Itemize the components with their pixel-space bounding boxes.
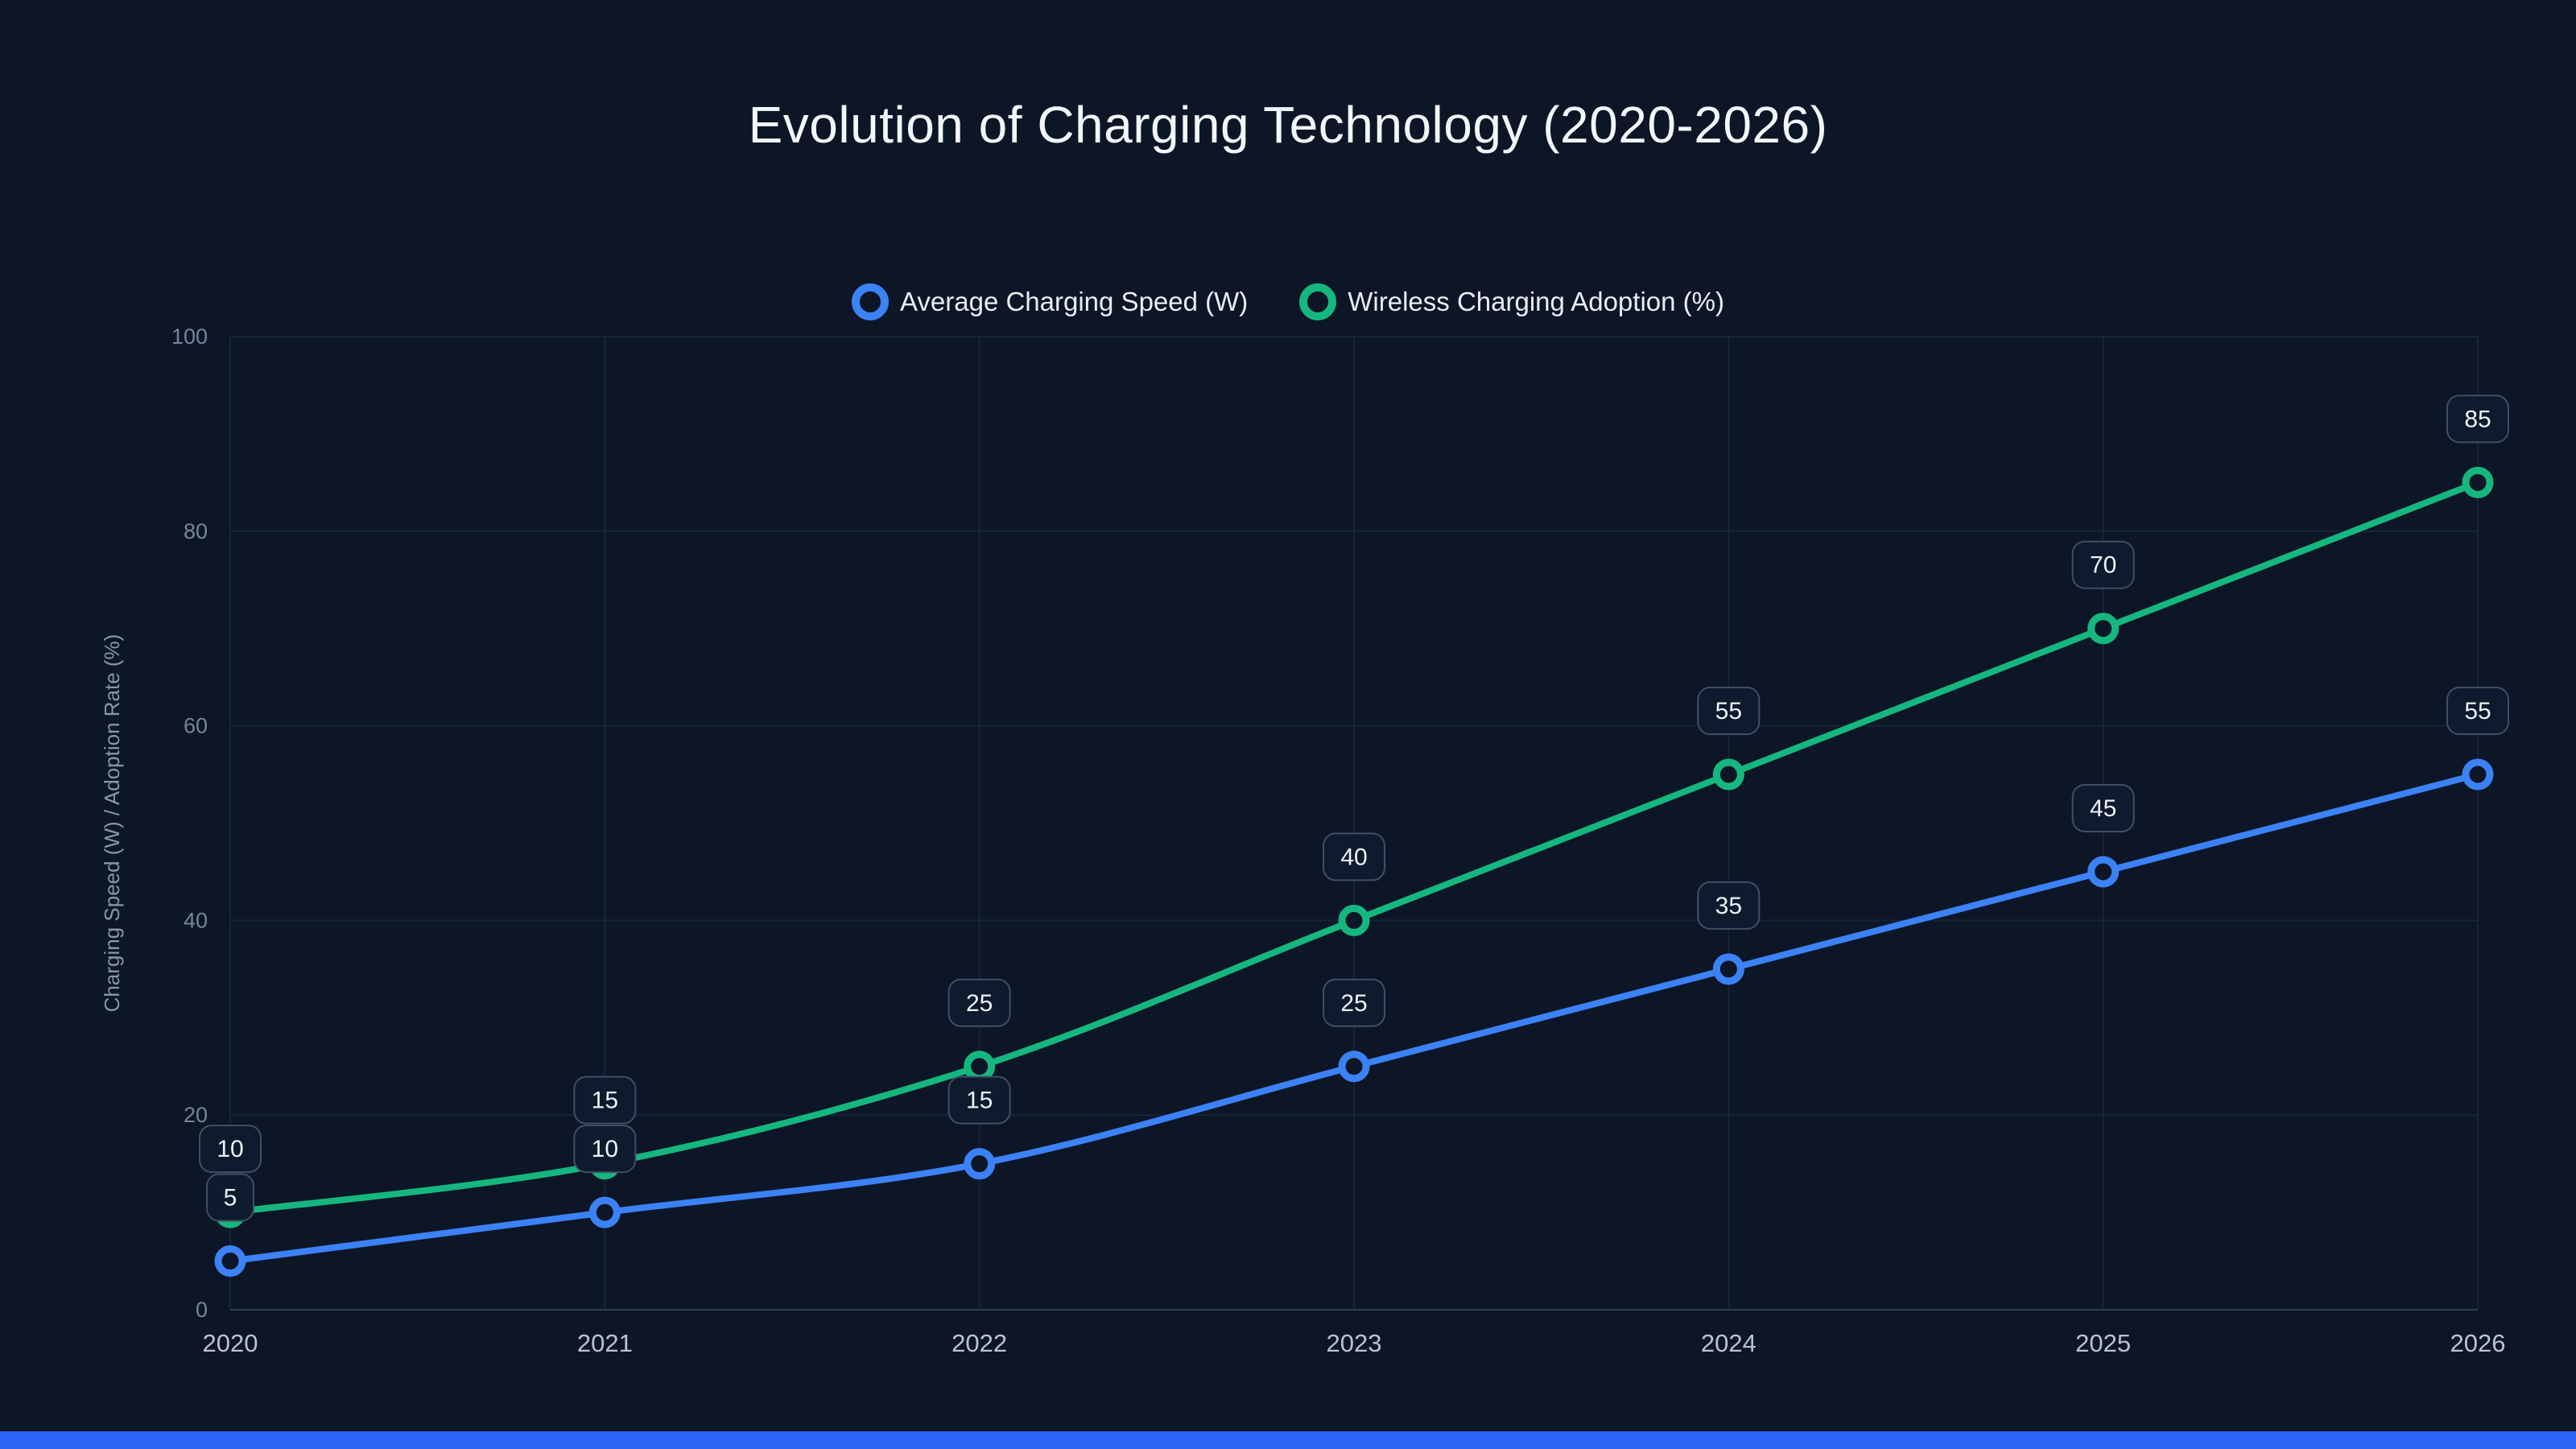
data-label-value: 55 bbox=[1715, 698, 1742, 724]
data-label-box bbox=[947, 1075, 1011, 1125]
data-label-box bbox=[2446, 394, 2509, 444]
y-tick-label: 40 bbox=[184, 908, 208, 932]
data-point[interactable] bbox=[964, 1148, 996, 1180]
x-tick-label: 2022 bbox=[952, 1329, 1007, 1357]
data-point[interactable] bbox=[1338, 904, 1370, 936]
y-axis-title: Charging Speed (W) / Adoption Rate (%) bbox=[100, 634, 124, 1013]
data-label-value: 25 bbox=[1340, 990, 1367, 1017]
y-tick-label: 0 bbox=[196, 1298, 208, 1322]
data-point[interactable] bbox=[1712, 758, 1744, 791]
chart-legend: Average Charging Speed (W) Wireless Char… bbox=[0, 283, 2576, 320]
data-label-box bbox=[573, 1125, 637, 1174]
data-point[interactable] bbox=[1338, 1051, 1370, 1083]
data-label-box bbox=[206, 1173, 254, 1222]
x-tick-label: 2024 bbox=[1701, 1329, 1757, 1357]
data-label-box bbox=[1697, 687, 1761, 736]
legend-marker-green-icon bbox=[1299, 283, 1337, 320]
x-tick-label: 2021 bbox=[577, 1329, 633, 1357]
data-label-box bbox=[1323, 978, 1385, 1027]
data-label-value: 55 bbox=[2464, 698, 2491, 724]
data-point[interactable] bbox=[2462, 466, 2494, 498]
footer-accent-bar bbox=[0, 1431, 2576, 1449]
x-tick-label: 2023 bbox=[1327, 1329, 1382, 1357]
y-tick-label: 20 bbox=[184, 1103, 208, 1127]
chart-title: Evolution of Charging Technology (2020-2… bbox=[748, 96, 1828, 154]
data-label-value: 85 bbox=[2464, 406, 2491, 432]
data-label-value: 10 bbox=[217, 1136, 243, 1162]
legend-label-charging-speed: Average Charging Speed (W) bbox=[899, 287, 1249, 316]
x-tick-label: 2026 bbox=[2450, 1329, 2506, 1357]
data-label-box bbox=[573, 1075, 637, 1125]
y-tick-label: 60 bbox=[184, 714, 208, 738]
data-label-box bbox=[1697, 881, 1761, 930]
data-label-box bbox=[2446, 687, 2509, 736]
data-point[interactable] bbox=[214, 1245, 246, 1278]
legend-item-wireless-adoption[interactable]: Wireless Charging Adoption (%) bbox=[1299, 283, 1724, 320]
x-tick-label: 2025 bbox=[2075, 1329, 2131, 1357]
data-label-value: 40 bbox=[1340, 844, 1367, 870]
data-point[interactable] bbox=[2087, 613, 2120, 645]
data-label-box bbox=[1323, 832, 1385, 881]
x-tick-label: 2020 bbox=[203, 1329, 258, 1357]
data-label-value: 15 bbox=[592, 1088, 618, 1114]
data-label-value: 45 bbox=[2090, 795, 2116, 822]
data-label-value: 25 bbox=[966, 990, 993, 1017]
y-tick-label: 80 bbox=[184, 519, 208, 543]
y-tick-label: 100 bbox=[171, 324, 208, 349]
legend-item-charging-speed[interactable]: Average Charging Speed (W) bbox=[851, 283, 1249, 320]
data-point[interactable] bbox=[1712, 953, 1744, 985]
data-label-box bbox=[947, 978, 1011, 1027]
data-label-value: 35 bbox=[1715, 893, 1742, 919]
data-point[interactable] bbox=[2462, 758, 2494, 791]
data-label-value: 5 bbox=[224, 1185, 237, 1212]
data-label-value: 15 bbox=[966, 1088, 993, 1114]
data-label-box bbox=[2071, 540, 2135, 589]
data-point[interactable] bbox=[588, 1196, 621, 1228]
data-label-box bbox=[199, 1125, 262, 1174]
data-label-box bbox=[2071, 783, 2135, 832]
legend-marker-blue-icon bbox=[851, 283, 889, 320]
data-label-value: 70 bbox=[2090, 552, 2116, 579]
data-point[interactable] bbox=[964, 1051, 996, 1083]
legend-label-wireless-adoption: Wireless Charging Adoption (%) bbox=[1348, 287, 1724, 316]
data-label-value: 10 bbox=[592, 1136, 618, 1162]
data-point[interactable] bbox=[2087, 856, 2120, 888]
